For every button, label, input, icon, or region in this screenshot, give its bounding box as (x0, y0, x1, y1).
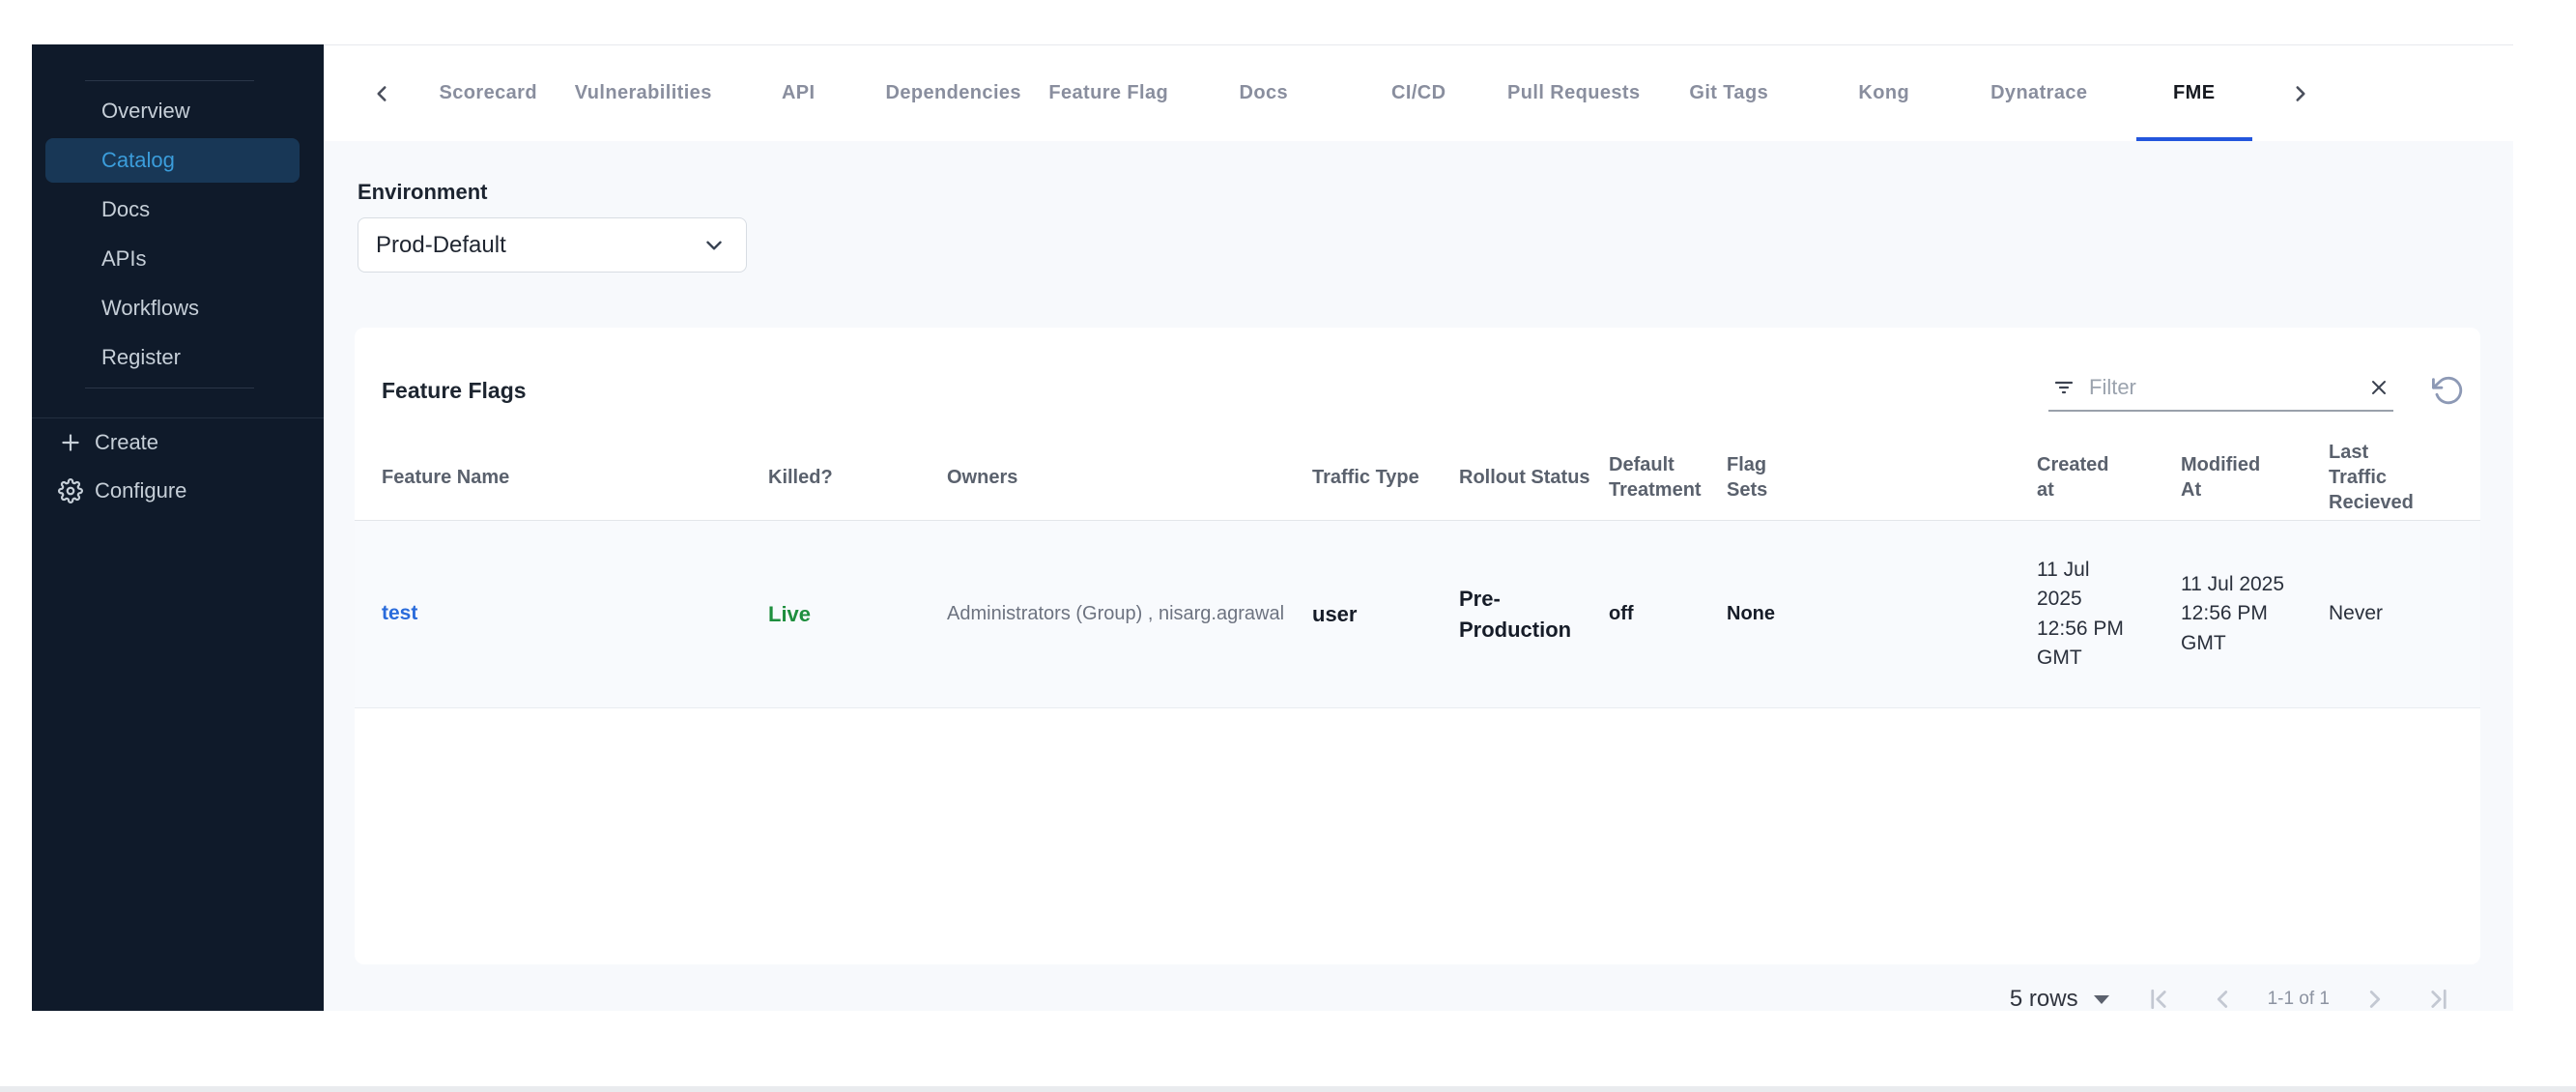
cell-feature-name-link[interactable]: test (382, 602, 418, 625)
pagination: 5 rows 1-1 of 1 (2010, 978, 2453, 1020)
cell-default-treatment: off (1609, 603, 1634, 624)
chevron-left-icon (369, 81, 394, 106)
sidebar-item-catalog[interactable]: Catalog (45, 138, 300, 183)
tab-docs[interactable]: Docs (1239, 82, 1288, 103)
refresh-icon[interactable] (2432, 374, 2465, 407)
filter-field[interactable] (2048, 369, 2393, 412)
cell-killed-status: Live (768, 601, 812, 626)
cell-last-traffic-recieved: Never (2329, 602, 2384, 625)
gear-icon (58, 478, 83, 503)
sidebar-configure-button[interactable]: Configure (32, 467, 324, 515)
feature-flags-title: Feature Flags (382, 377, 527, 403)
entity-tab-bar: Scorecard Vulnerabilities API Dependenci… (324, 44, 2513, 142)
tab-cicd[interactable]: CI/CD (1391, 82, 1446, 103)
environment-select[interactable]: Prod-Default (358, 217, 747, 273)
tab-api[interactable]: API (781, 82, 816, 103)
caret-down-icon (2093, 994, 2109, 1004)
column-header-owners[interactable]: Owners (947, 466, 1018, 488)
cell-created-at: 11 Jul 2025 12:56 PM GMT (2037, 558, 2124, 669)
table-row: test Live Administrators (Group) , nisar… (355, 521, 2480, 708)
tabs-list: Scorecard Vulnerabilities API Dependenci… (411, 45, 2273, 142)
environment-selected-value: Prod-Default (376, 231, 506, 258)
chevron-down-icon (701, 233, 727, 258)
last-page-button[interactable] (2424, 985, 2453, 1014)
sidebar-item-docs[interactable]: Docs (101, 197, 151, 221)
feature-flags-toolbar (2048, 369, 2465, 412)
cell-traffic-type: user (1312, 601, 1358, 626)
rows-per-page-select[interactable]: 5 rows (2010, 986, 2109, 1013)
tab-feature-flag[interactable]: Feature Flag (1048, 82, 1169, 103)
column-header-modified-at[interactable]: Modified At (2181, 453, 2261, 501)
cell-flag-sets: None (1727, 603, 1775, 624)
column-header-last-traffic-recieved[interactable]: Last Traffic Recieved (2329, 441, 2414, 513)
column-header-feature-name[interactable]: Feature Name (382, 466, 510, 488)
column-header-traffic-type[interactable]: Traffic Type (1312, 466, 1419, 488)
filter-input[interactable] (2089, 375, 2367, 400)
sidebar-configure-label: Configure (95, 478, 187, 503)
sidebar-item-workflows[interactable]: Workflows (101, 296, 200, 320)
cell-rollout-status: Pre-Production (1459, 586, 1572, 642)
column-header-created-at[interactable]: Created at (2037, 453, 2109, 501)
column-header-rollout-status[interactable]: Rollout Status (1459, 466, 1590, 488)
plus-icon (58, 430, 83, 455)
tab-fme-label: FME (2173, 82, 2216, 103)
sidebar-divider-full (32, 417, 324, 418)
cell-modified-at: 11 Jul 2025 12:56 PM GMT (2181, 572, 2285, 654)
feature-flags-card: Feature Flags (355, 328, 2480, 964)
tabs-scroll-right-button[interactable] (2272, 65, 2330, 123)
cell-owners: Administrators (Group) , nisarg.agrawal (947, 603, 1285, 624)
filter-clear-icon[interactable] (2367, 376, 2390, 399)
tab-kong[interactable]: Kong (1858, 82, 1910, 103)
column-header-killed[interactable]: Killed? (768, 466, 833, 488)
column-header-flag-sets[interactable]: Flag Sets (1727, 453, 1768, 501)
rows-per-page-label: 5 rows (2009, 986, 2078, 1012)
sidebar-item-register[interactable]: Register (101, 345, 181, 369)
active-tab-underline (2135, 137, 2252, 142)
feature-flags-card-header: Feature Flags (355, 328, 2480, 434)
tab-fme[interactable]: FME (2117, 45, 2273, 142)
sidebar-item-apis[interactable]: APIs (101, 246, 147, 271)
filter-icon (2052, 376, 2075, 399)
sidebar-item-overview[interactable]: Overview (101, 99, 190, 123)
table-header-row: Feature Name Killed? Owners Traffic Type… (355, 434, 2480, 521)
environment-section: Environment Prod-Default (358, 180, 747, 273)
tabs-scroll-left-button[interactable] (353, 65, 411, 123)
sidebar-create-label: Create (95, 430, 159, 454)
tab-dependencies[interactable]: Dependencies (885, 82, 1021, 103)
sidebar: Overview Catalog Docs APIs Workflows Reg… (32, 44, 324, 1011)
pagination-range: 1-1 of 1 (2267, 989, 2330, 1009)
sidebar-nav: Overview Catalog Docs APIs Workflows Reg… (32, 89, 324, 380)
environment-label: Environment (358, 180, 488, 204)
tab-pull-requests[interactable]: Pull Requests (1507, 82, 1641, 103)
tab-git-tags[interactable]: Git Tags (1689, 82, 1769, 103)
sidebar-divider-top (85, 80, 254, 81)
chevron-right-icon (2288, 81, 2313, 106)
previous-page-button[interactable] (2208, 985, 2237, 1014)
fme-tab-content: Environment Prod-Default Feature Flags (324, 141, 2513, 1012)
tab-dynatrace[interactable]: Dynatrace (1990, 82, 2088, 103)
column-header-default-treatment[interactable]: Default Treatment (1609, 453, 1702, 501)
tab-vulnerabilities[interactable]: Vulnerabilities (574, 82, 712, 103)
window-bottom-edge (0, 1086, 2576, 1092)
tab-scorecard[interactable]: Scorecard (439, 82, 537, 103)
next-page-button[interactable] (2361, 985, 2390, 1014)
sidebar-create-button[interactable]: Create (32, 418, 324, 467)
first-page-button[interactable] (2144, 985, 2173, 1014)
